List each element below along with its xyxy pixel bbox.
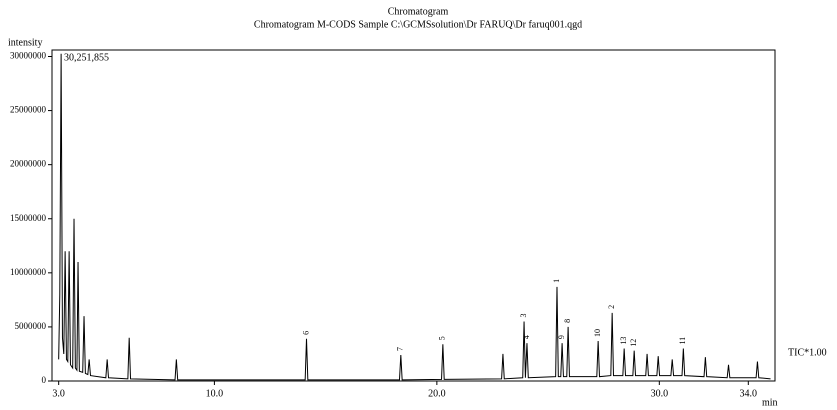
y-tick-label: 30000000 — [10, 51, 47, 61]
peak-label: 4 — [522, 335, 531, 339]
x-tick-label: 20.0 — [428, 388, 446, 399]
chart-title: Chromatogram — [388, 6, 449, 17]
peak-label: 12 — [629, 339, 638, 347]
y-tick-label: 20000000 — [10, 159, 47, 169]
y-axis-label: intensity — [8, 37, 42, 48]
peak-label: 6 — [301, 331, 310, 335]
x-axis-label: min — [762, 397, 778, 408]
peak-label: 9 — [557, 335, 566, 339]
peak-label: 7 — [396, 347, 405, 351]
plot-frame — [51, 49, 776, 382]
y-tick-label: 0 — [42, 375, 47, 385]
trace-annotation: TIC*1.00 — [788, 347, 827, 358]
peak-label: 11 — [678, 337, 687, 345]
y-tick-label: 10000000 — [10, 267, 47, 277]
y-tick-label: 25000000 — [10, 105, 47, 115]
chart-subtitle: Chromatogram M-CODS Sample C:\GCMSsoluti… — [254, 19, 582, 30]
x-tick-label: 30.0 — [651, 388, 669, 399]
x-tick-label: 34.0 — [740, 388, 758, 399]
peak-label: 2 — [607, 305, 616, 309]
chromatogram-trace — [58, 53, 771, 381]
peak-label: 5 — [438, 336, 447, 340]
max-annotation: 30,251,855 — [64, 52, 109, 63]
peak-label: 13 — [619, 337, 628, 345]
x-tick-label: 3.0 — [52, 388, 65, 399]
peak-label: 3 — [519, 314, 528, 318]
y-tick-label: 15000000 — [10, 213, 47, 223]
y-tick-label: 5000000 — [15, 321, 47, 331]
x-tick-label: 10.0 — [206, 388, 224, 399]
peak-label: 1 — [552, 279, 561, 283]
peak-label: 10 — [593, 329, 602, 337]
peak-label: 8 — [563, 319, 572, 323]
